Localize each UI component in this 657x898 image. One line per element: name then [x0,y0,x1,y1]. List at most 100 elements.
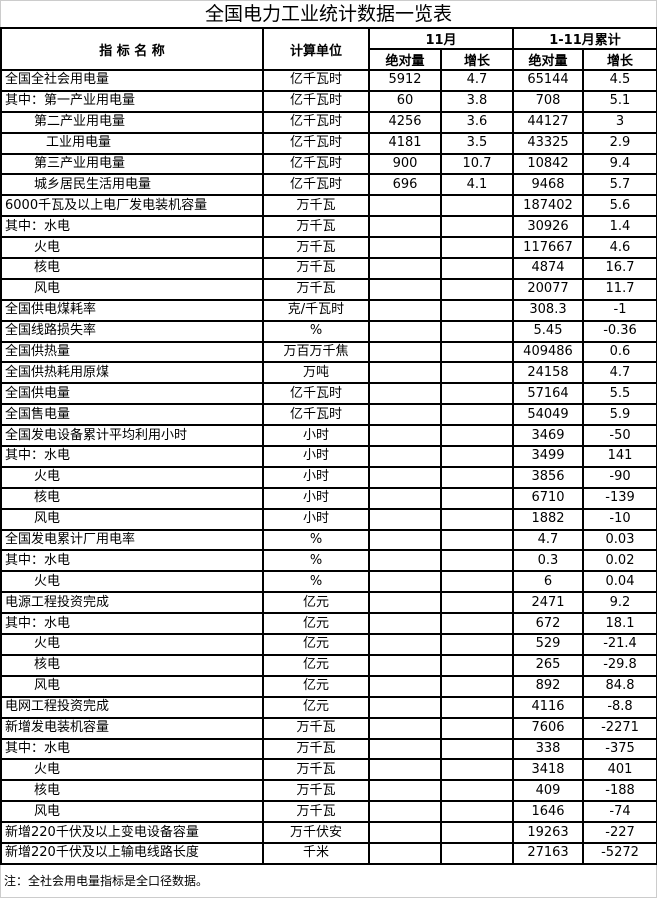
unit-cell: 万千瓦 [262,257,370,280]
unit-cell: 小时 [262,465,370,489]
cumulative-absolute-cell: 308.3 [512,298,584,322]
unit-cell: 万千瓦 [262,737,370,761]
unit-cell: 万吨 [262,361,370,385]
unit-cell: 克/千瓦时 [262,298,370,322]
month-absolute-cell: 4256 [368,110,442,134]
table-row: 其中：水电 万千瓦 30926 1.4 [0,215,657,239]
unit-cell: 小时 [262,486,370,510]
cumulative-growth-cell: 1.4 [581,215,657,239]
indicator-cell: 风电 [0,277,264,301]
cumulative-growth-cell: -10 [581,507,657,531]
month-growth-cell [440,549,514,573]
table-row: 6000千瓦及以上电厂发电装机容量 万千瓦 187402 5.6 [0,194,657,218]
month-absolute-cell [368,194,442,218]
cumulative-absolute-cell: 4874 [512,257,584,280]
cumulative-absolute-cell: 3499 [512,445,584,468]
month-growth-cell [440,507,514,531]
month-absolute-cell [368,612,442,636]
cumulative-absolute-cell: 10842 [512,152,584,176]
indicator-cell: 火电 [0,633,264,656]
month-growth-cell [440,445,514,468]
table-row: 全国供电煤耗率 克/千瓦时 308.3 -1 [0,298,657,322]
month-absolute-cell [368,340,442,364]
month-absolute-cell [368,800,442,824]
table-row: 第二产业用电量 亿千瓦时 4256 3.6 44127 3 [0,110,657,134]
table-row: 火电 小时 3856 -90 [0,465,657,489]
month-growth-cell [440,821,514,844]
month-absolute-cell: 900 [368,152,442,176]
table-row: 核电 亿元 265 -29.8 [0,653,657,677]
month-growth-cell [440,674,514,698]
month-growth-cell [440,236,514,260]
cumulative-absolute-cell: 1882 [512,507,584,531]
month-growth-cell [440,194,514,218]
cumulative-absolute-cell: 117667 [512,236,584,260]
month-growth-cell [440,528,514,552]
month-growth-cell [440,382,514,406]
indicator-cell: 核电 [0,653,264,677]
table-row: 全国发电设备累计平均利用小时 小时 3469 -50 [0,424,657,448]
indicator-cell: 其中：水电 [0,737,264,761]
cumulative-growth-cell: -5272 [581,841,657,865]
month-growth-cell [440,800,514,824]
month-absolute-cell [368,737,442,761]
cumulative-absolute-cell: 44127 [512,110,584,134]
cumulative-absolute-cell: 1646 [512,800,584,824]
table-row: 火电 万千瓦 117667 4.6 [0,236,657,260]
indicator-cell: 第三产业用电量 [0,152,264,176]
indicator-cell: 其中：水电 [0,445,264,468]
indicator-cell: 工业用电量 [0,131,264,155]
table-row: 其中：水电 小时 3499 141 [0,445,657,468]
cumulative-growth-cell: 0.04 [581,570,657,594]
month-growth-cell [440,570,514,594]
cumulative-growth-cell: 4.6 [581,236,657,260]
month-absolute-cell [368,591,442,615]
cumulative-absolute-cell: 27163 [512,841,584,865]
month-absolute-cell [368,758,442,782]
unit-cell: 亿千瓦时 [262,403,370,427]
table-row: 电网工程投资完成 亿元 4116 -8.8 [0,695,657,719]
cumulative-growth-cell: 0.6 [581,340,657,364]
table-row: 城乡居民生活用电量 亿千瓦时 696 4.1 9468 5.7 [0,173,657,197]
month-growth-cell [440,591,514,615]
indicator-cell: 电网工程投资完成 [0,695,264,719]
indicator-cell: 其中：第一产业用电量 [0,89,264,113]
unit-cell: 亿元 [262,633,370,656]
month-growth-cell: 4.1 [440,173,514,197]
cumulative-absolute-cell: 409486 [512,340,584,364]
cumulative-growth-cell: 0.02 [581,549,657,573]
month-growth-cell [440,277,514,301]
month-absolute-cell [368,319,442,343]
unit-cell: 万千伏安 [262,821,370,844]
month-absolute-cell [368,695,442,719]
cumulative-absolute-cell: 187402 [512,194,584,218]
table-row: 风电 万千瓦 20077 11.7 [0,277,657,301]
indicator-cell: 全国售电量 [0,403,264,427]
cumulative-growth-cell: 0.03 [581,528,657,552]
cumulative-growth-cell: 9.2 [581,591,657,615]
header-cumulative: 1-11月累计 [511,27,657,50]
cumulative-absolute-cell: 892 [512,674,584,698]
indicator-cell: 全国发电设备累计平均利用小时 [0,424,264,448]
month-growth-cell [440,486,514,510]
month-growth-cell [440,424,514,448]
month-absolute-cell [368,445,442,468]
table-row: 全国供热耗用原煤 万吨 24158 4.7 [0,361,657,385]
month-absolute-cell [368,549,442,573]
unit-cell: 亿千瓦时 [262,152,370,176]
cumulative-growth-cell: 5.7 [581,173,657,197]
month-growth-cell [440,841,514,865]
cumulative-growth-cell: 4.7 [581,361,657,385]
indicator-cell: 火电 [0,236,264,260]
month-absolute-cell [368,570,442,594]
indicator-cell: 全国供热量 [0,340,264,364]
header-cumulative-absolute: 绝对量 [512,48,584,71]
cumulative-absolute-cell: 54049 [512,403,584,427]
month-growth-cell: 10.7 [440,152,514,176]
header-indicator: 指 标 名 称 [0,27,264,71]
month-growth-cell [440,737,514,761]
cumulative-growth-cell: -227 [581,821,657,844]
month-growth-cell [440,716,514,740]
table-row: 火电% 6 0.04 [0,570,657,594]
indicator-cell: 火电 [0,570,264,594]
